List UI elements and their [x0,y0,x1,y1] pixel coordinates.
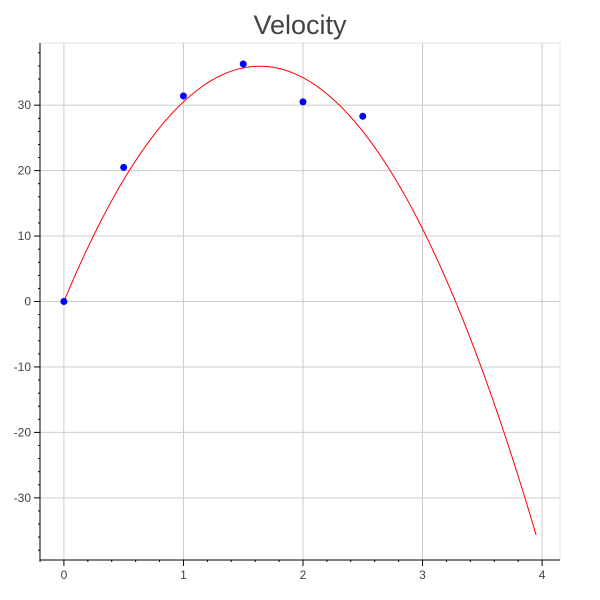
y-tick-label: 30 [18,98,32,112]
y-tick-label: -20 [14,425,32,439]
y-tick-label: -30 [14,491,32,505]
data-point [60,298,68,305]
plot-area: 0 1 2 3 4 -30 -20 -10 0 10 20 30 [14,42,561,582]
chart-title: Velocity [253,10,347,40]
data-point [120,163,128,171]
data-point [239,60,247,68]
data-point [359,112,367,120]
x-tick-label: 0 [61,568,68,582]
x-tick-label: 4 [539,568,546,582]
x-tick-label: 1 [180,568,187,582]
data-point [299,98,307,106]
data-point [179,92,187,100]
y-tick-label: 20 [18,164,32,178]
x-tick-label: 3 [419,568,426,582]
fit-curve-line [63,65,537,536]
y-tick-label: 10 [18,229,32,243]
y-tick-label: 0 [24,295,31,309]
x-tick-label: 2 [300,568,307,582]
y-tick-label: -10 [14,360,32,374]
